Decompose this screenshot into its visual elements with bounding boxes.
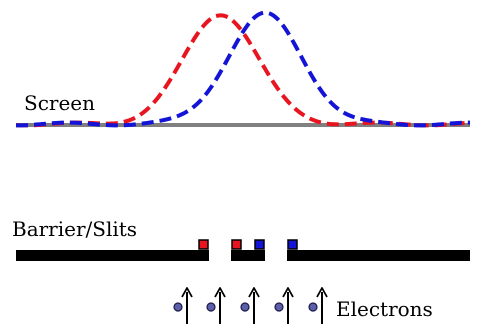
slit-markers	[198, 239, 298, 250]
electrons-label: Electrons	[336, 297, 433, 321]
electron-ball	[308, 302, 318, 312]
screen-label: Screen	[24, 91, 95, 115]
barrier-segment-middle	[231, 250, 265, 261]
electron-ball	[274, 302, 284, 312]
barrier-label: Barrier/Slits	[12, 217, 137, 241]
slit-marker-red-left	[198, 239, 209, 250]
electron	[240, 287, 260, 324]
electron-arrow-head	[316, 287, 328, 298]
blue-interference-pattern	[16, 10, 471, 128]
slit-marker-red-right	[231, 239, 242, 250]
barrier-segment-right	[287, 250, 470, 261]
electron	[173, 287, 193, 324]
barrier-segment-left	[16, 250, 209, 261]
electron-arrow-head	[248, 287, 260, 298]
slit-marker-blue-right	[287, 239, 298, 250]
slit-marker-blue-left	[254, 239, 265, 250]
electrons	[173, 287, 328, 324]
electron	[308, 287, 328, 324]
barrier	[16, 250, 470, 261]
electron-ball	[240, 302, 250, 312]
electron-arrow-head	[282, 287, 294, 298]
electron	[274, 287, 294, 324]
electron-arrow-head	[181, 287, 193, 298]
electron	[206, 287, 226, 324]
electron-ball	[206, 302, 216, 312]
electron-ball	[173, 302, 183, 312]
electron-arrow-head	[214, 287, 226, 298]
